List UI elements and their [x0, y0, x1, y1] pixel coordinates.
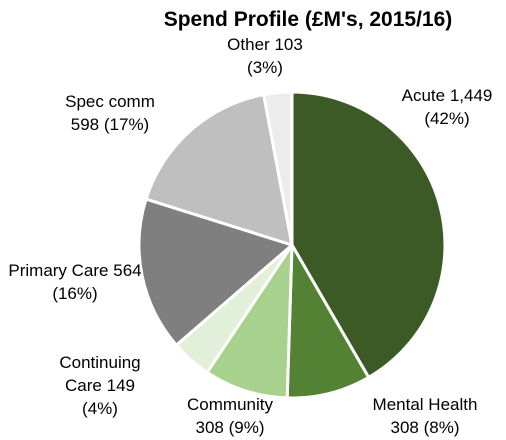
- category-name: Spec comm: [65, 92, 155, 111]
- category-name: Other: [227, 35, 270, 54]
- slice-label: Mental Health 308 (8%): [360, 393, 490, 439]
- percent-label: (3%): [247, 58, 283, 77]
- category-name: Primary Care: [8, 261, 109, 280]
- percent-label: (42%): [424, 109, 470, 128]
- category-name: Community: [187, 395, 273, 414]
- value-label: 308: [390, 418, 419, 437]
- value-label: 149: [106, 376, 135, 395]
- percent-label: (8%): [423, 418, 460, 437]
- chart-title: Spend Profile (£M's, 2015/16): [163, 8, 453, 31]
- pie-slice: [137, 197, 294, 347]
- slice-label: Spec comm 598 (17%): [60, 90, 160, 136]
- percent-label: (4%): [82, 399, 118, 418]
- slice-label: Continuing Care 149 (4%): [50, 351, 150, 420]
- value-label: 598: [70, 115, 100, 134]
- pie-slice: [262, 90, 294, 247]
- category-name: Mental Health: [372, 395, 478, 414]
- pie-slice: [205, 243, 294, 400]
- slice-label: Other 103 (3%): [220, 33, 310, 79]
- percent-label: (16%): [52, 284, 98, 303]
- percent-label: (17%): [103, 115, 150, 134]
- value-label: 308: [195, 418, 224, 437]
- percent-label: (9%): [228, 418, 265, 437]
- value-label: 1,449: [449, 86, 493, 105]
- pie-slice: [144, 93, 294, 247]
- pie-slice: [290, 90, 447, 379]
- pie-slice: [285, 243, 371, 400]
- slice-label: Primary Care 564 (16%): [5, 259, 145, 305]
- category-name: Continuing Care: [59, 353, 141, 395]
- category-name: Acute: [401, 86, 446, 105]
- slice-label: Acute 1,449 (42%): [382, 84, 506, 130]
- value-label: 103: [274, 35, 303, 54]
- value-label: 564: [113, 261, 142, 280]
- slice-label: Community 308 (9%): [175, 393, 285, 439]
